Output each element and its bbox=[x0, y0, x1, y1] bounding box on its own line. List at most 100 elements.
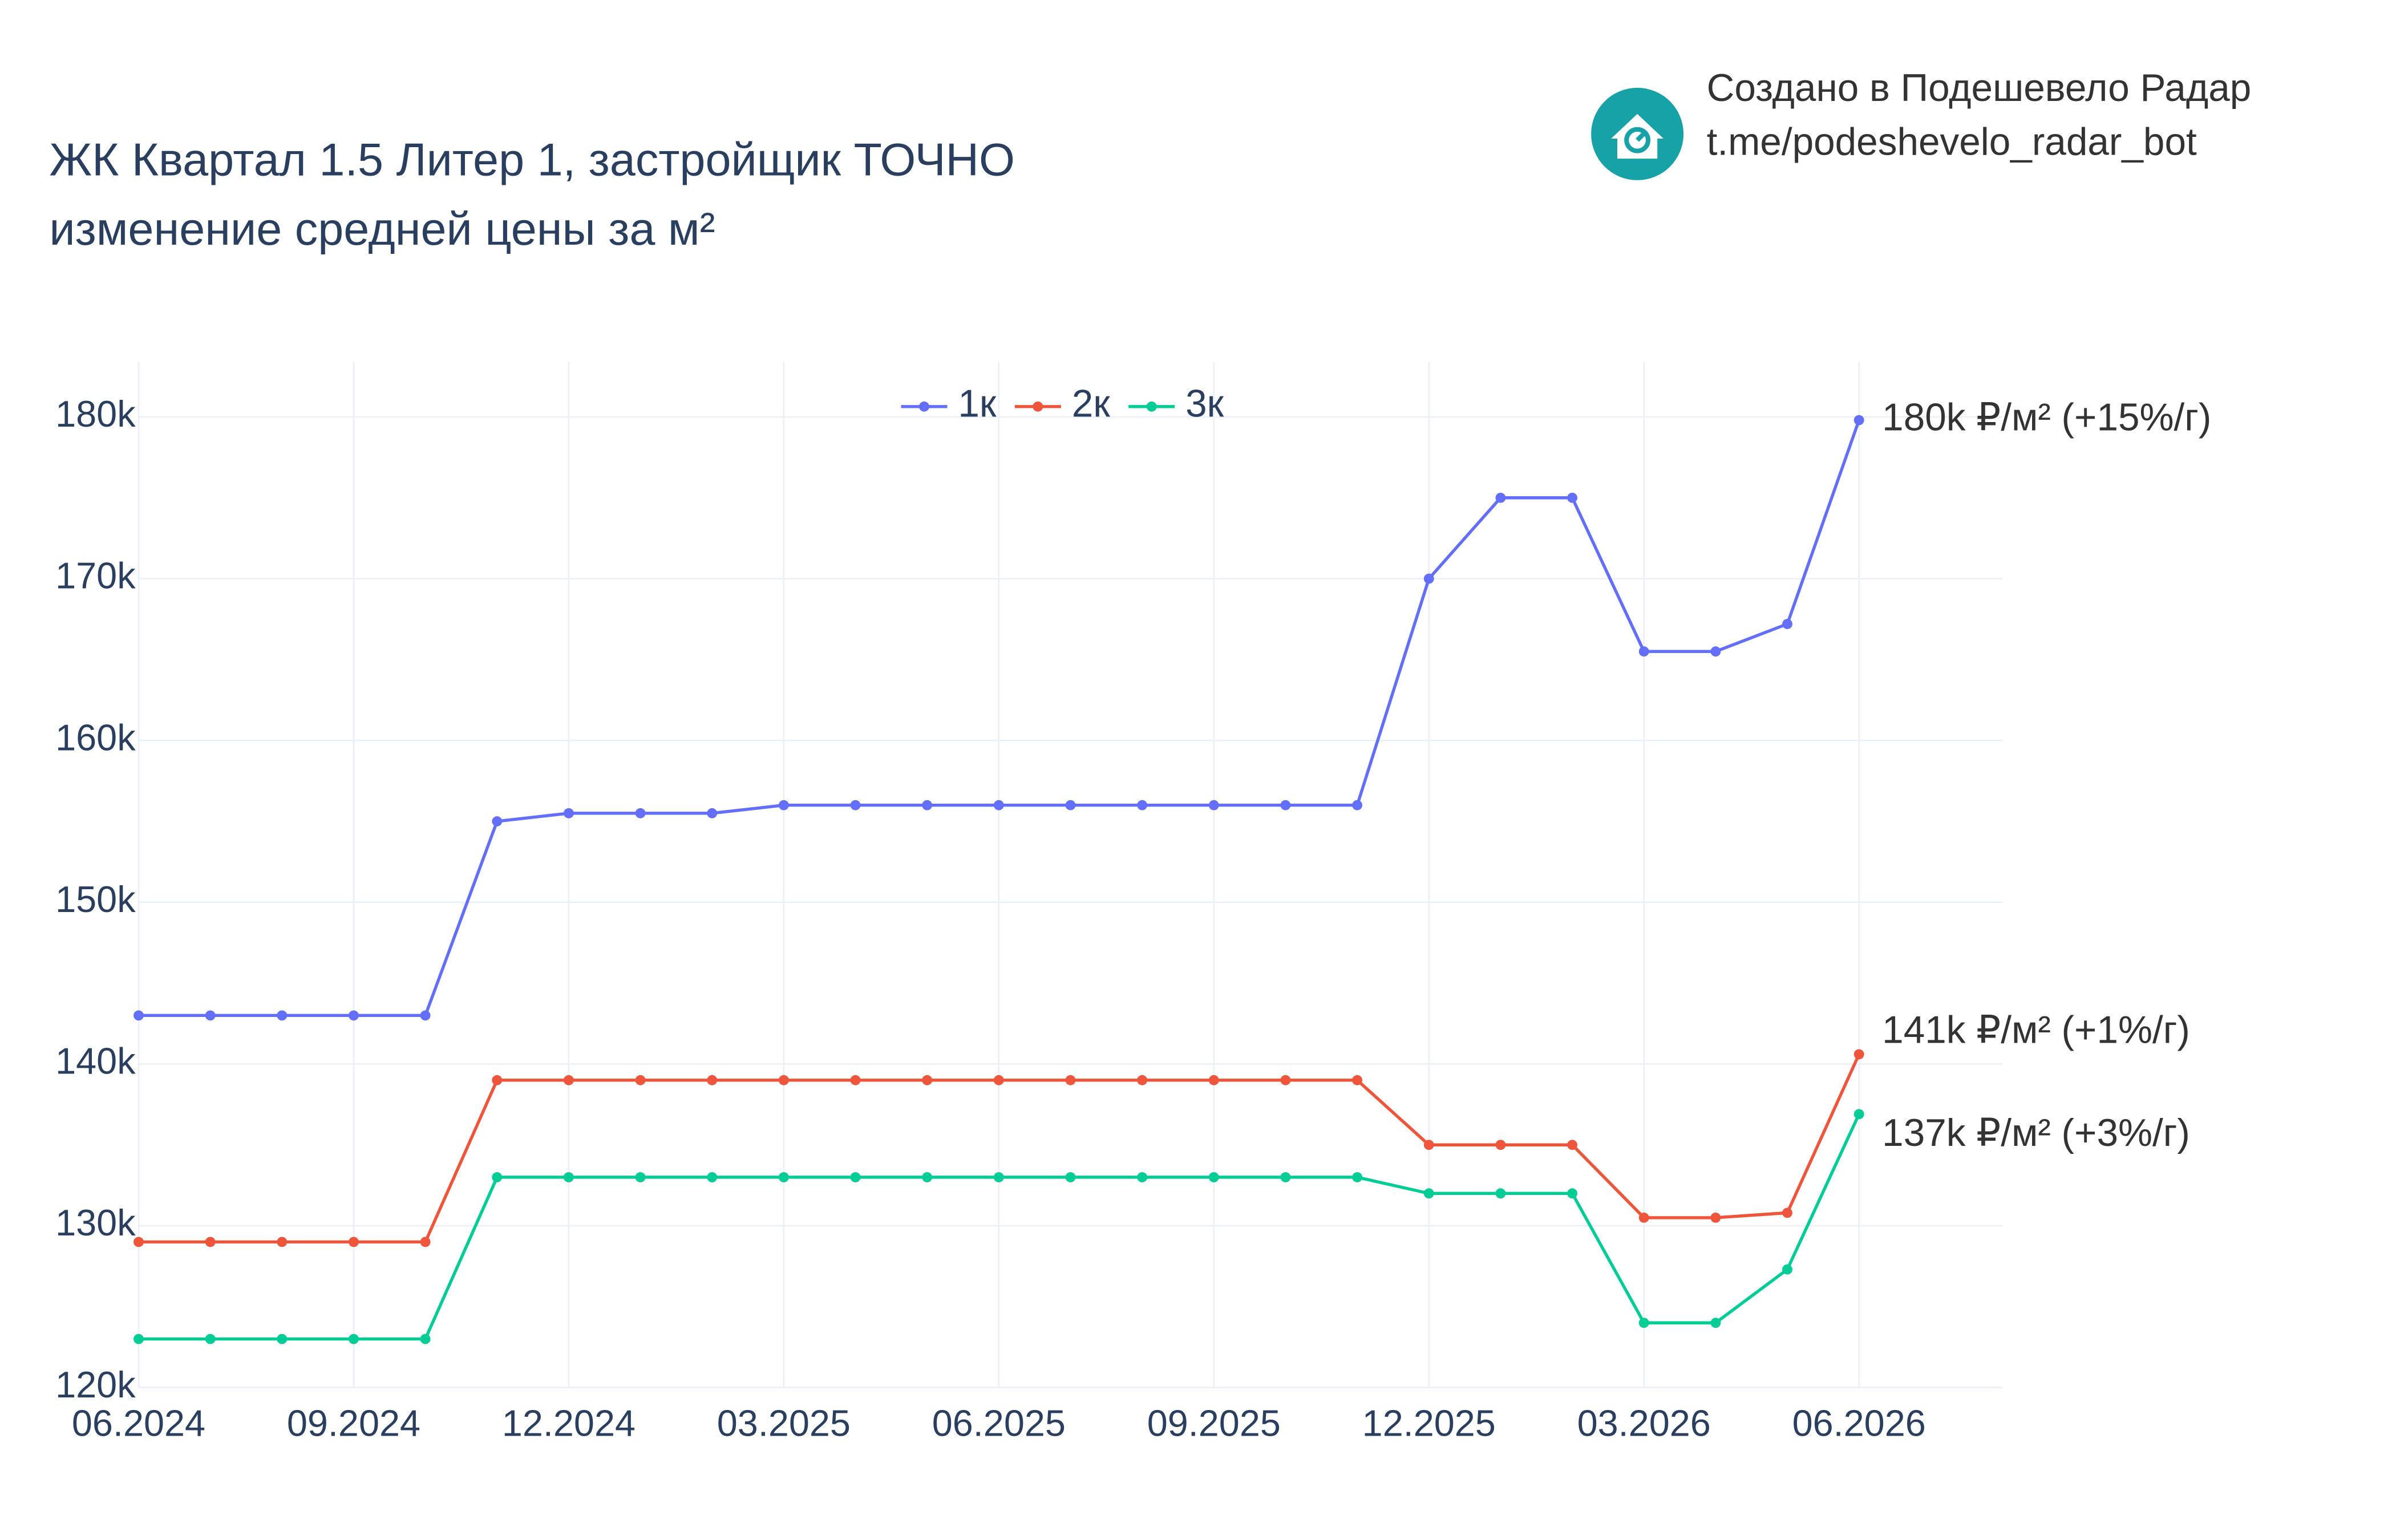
end-label: 180k ₽/м² (+15%/г) bbox=[1882, 396, 2211, 439]
point bbox=[1352, 800, 1363, 810]
point bbox=[133, 1334, 144, 1344]
point bbox=[778, 800, 789, 810]
point bbox=[922, 1172, 933, 1182]
x-tick-label: 09.2025 bbox=[1147, 1402, 1281, 1444]
point bbox=[850, 1172, 861, 1182]
point bbox=[564, 808, 574, 818]
point bbox=[1352, 1075, 1363, 1085]
x-tick-label: 06.2024 bbox=[72, 1402, 205, 1444]
point bbox=[277, 1237, 288, 1247]
point bbox=[1280, 800, 1291, 810]
point bbox=[635, 1172, 646, 1182]
point bbox=[993, 1075, 1004, 1085]
point bbox=[1495, 492, 1506, 503]
point bbox=[1137, 1172, 1148, 1182]
point bbox=[922, 1075, 933, 1085]
point bbox=[1782, 619, 1792, 629]
point bbox=[707, 808, 718, 818]
point bbox=[349, 1334, 359, 1344]
legend-label: 3к bbox=[1185, 383, 1224, 425]
point bbox=[420, 1334, 431, 1344]
point bbox=[1423, 1140, 1434, 1150]
point bbox=[205, 1237, 216, 1247]
point bbox=[1782, 1207, 1792, 1218]
point bbox=[1710, 1212, 1721, 1223]
point bbox=[133, 1237, 144, 1247]
grid bbox=[137, 362, 2002, 1389]
point bbox=[1495, 1140, 1506, 1150]
x-tick-label: 03.2025 bbox=[717, 1402, 851, 1444]
point bbox=[205, 1010, 216, 1021]
point bbox=[420, 1010, 431, 1021]
point bbox=[993, 1172, 1004, 1182]
chart-subtitle: изменение средней цены за м² bbox=[49, 204, 715, 255]
point bbox=[564, 1075, 574, 1085]
x-tick-label: 06.2025 bbox=[932, 1402, 1066, 1444]
point bbox=[1137, 1075, 1148, 1085]
point bbox=[1567, 492, 1577, 503]
legend-swatch bbox=[919, 401, 929, 412]
point bbox=[707, 1075, 718, 1085]
y-tick-label: 170k bbox=[55, 555, 136, 597]
point bbox=[1710, 1318, 1721, 1328]
point bbox=[850, 800, 861, 810]
end-label: 141k ₽/м² (+1%/г) bbox=[1882, 1008, 2190, 1051]
point bbox=[1352, 1172, 1363, 1182]
point bbox=[1065, 1172, 1076, 1182]
point bbox=[1782, 1264, 1792, 1275]
legend-label: 1к bbox=[958, 383, 997, 425]
point bbox=[1853, 1049, 1864, 1060]
point bbox=[564, 1172, 574, 1182]
point bbox=[1567, 1188, 1577, 1199]
point bbox=[1567, 1140, 1577, 1150]
point bbox=[635, 808, 646, 818]
y-tick-label: 130k bbox=[55, 1202, 136, 1243]
point bbox=[133, 1010, 144, 1021]
point bbox=[707, 1172, 718, 1182]
legend: 1к 2к 3к bbox=[901, 383, 1224, 425]
point bbox=[1710, 646, 1721, 657]
point bbox=[1208, 1172, 1219, 1182]
y-tick-label: 150k bbox=[55, 878, 136, 920]
point bbox=[1280, 1172, 1291, 1182]
legend-swatch bbox=[1146, 401, 1157, 412]
point bbox=[205, 1334, 216, 1344]
point bbox=[349, 1237, 359, 1247]
y-tick-label: 160k bbox=[55, 716, 136, 758]
x-tick-label: 09.2024 bbox=[287, 1402, 420, 1444]
point bbox=[1280, 1075, 1291, 1085]
point bbox=[420, 1237, 431, 1247]
chart-title: ЖК Квартал 1.5 Литер 1, застройщик ТОЧНО bbox=[49, 135, 1015, 186]
point bbox=[1638, 1212, 1649, 1223]
point bbox=[922, 800, 933, 810]
point bbox=[1065, 800, 1076, 810]
x-tick-label: 12.2025 bbox=[1362, 1402, 1496, 1444]
point bbox=[492, 1075, 503, 1085]
point bbox=[1495, 1188, 1506, 1199]
point bbox=[778, 1172, 789, 1182]
branding-line: t.me/podeshevelo_radar_bot bbox=[1707, 121, 2197, 164]
point bbox=[850, 1075, 861, 1085]
point bbox=[1638, 646, 1649, 657]
point bbox=[492, 816, 503, 826]
point bbox=[349, 1010, 359, 1021]
point bbox=[1208, 1075, 1219, 1085]
point bbox=[1853, 415, 1864, 425]
point bbox=[492, 1172, 503, 1182]
x-tick-label: 12.2024 bbox=[502, 1402, 636, 1444]
y-tick-label: 120k bbox=[55, 1364, 136, 1405]
series bbox=[133, 1109, 1864, 1344]
branding-line: Создано в Подешевело Радар bbox=[1707, 67, 2252, 110]
point bbox=[277, 1334, 288, 1344]
legend-swatch bbox=[1033, 401, 1043, 412]
point bbox=[635, 1075, 646, 1085]
point bbox=[277, 1010, 288, 1021]
point bbox=[1137, 800, 1148, 810]
x-tick-label: 03.2026 bbox=[1577, 1402, 1711, 1444]
logo bbox=[1591, 87, 1684, 180]
point bbox=[1065, 1075, 1076, 1085]
point bbox=[1423, 1188, 1434, 1199]
legend-label: 2к bbox=[1072, 383, 1111, 425]
